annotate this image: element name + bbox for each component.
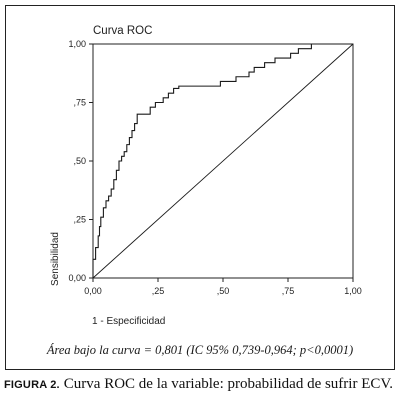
x-tick-label: 1,00 — [344, 286, 362, 296]
roc-curve-line — [92, 43, 353, 278]
area-under-curve-note: Área bajo la curva = 0,801 (IC 95% 0,739… — [46, 343, 354, 357]
y-tick-label: ,50 — [73, 156, 86, 166]
x-tick-label: 0,00 — [84, 286, 102, 296]
chart-frame: Curva ROC 0,00 0,00 ,25 ,25 ,50 ,50 ,75 ,75 1,00… — [5, 5, 395, 370]
chart-title: Curva ROC — [93, 25, 152, 37]
x-tick-label: ,50 — [217, 286, 230, 296]
figure-caption: FIGURA 2. Curva ROC de la variable: proba… — [4, 375, 398, 394]
roc-chart: Curva ROC 0,00 0,00 ,25 ,25 ,50 ,50 ,75 ,75 1,00… — [50, 25, 362, 327]
x-axis-label: 1 - Especificidad — [92, 316, 165, 327]
figure-label: FIGURA 2. — [4, 379, 60, 391]
y-tick-label: ,75 — [73, 98, 86, 108]
y-tick-label: 1,00 — [68, 39, 86, 49]
x-tick-label: ,75 — [282, 286, 295, 296]
y-tick-label: ,25 — [73, 215, 86, 225]
x-tick-label: ,25 — [152, 286, 165, 296]
figure-caption-text: Curva ROC de la variable: probabilidad d… — [63, 376, 394, 392]
y-axis-label: Sensibilidad — [50, 232, 61, 286]
reference-diagonal-line — [92, 43, 354, 279]
y-tick-label: 0,00 — [68, 273, 86, 283]
